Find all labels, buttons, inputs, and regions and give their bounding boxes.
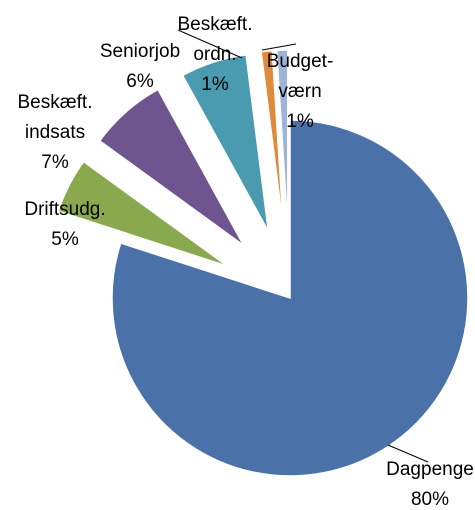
slice-value-label: 1% [201, 74, 229, 95]
leader-line [261, 43, 297, 51]
slice-label: Dagpenge [386, 459, 474, 480]
slice-value-label: 5% [51, 229, 79, 250]
slice-label: Beskæft. indsats [17, 92, 93, 143]
slice-value-label: 6% [126, 71, 154, 92]
pie-slice [275, 49, 289, 229]
slice-label: Driftsudg. [24, 199, 106, 220]
pie-slice [57, 160, 229, 267]
pie-slice [181, 53, 270, 232]
slice-label: Beskæft. ordn. [177, 14, 253, 65]
slice-value-label: 1% [286, 111, 314, 132]
leader-line [177, 29, 243, 59]
pie-slice [260, 49, 285, 229]
pie-slice [98, 88, 245, 247]
slice-label: Budget- værn [266, 51, 334, 102]
slice-value-label: 80% [410, 489, 450, 510]
slice-label: Seniorjob [99, 41, 181, 62]
slice-value-label: 7% [41, 152, 69, 173]
pie-slice [111, 119, 469, 477]
leader-line [387, 444, 429, 463]
